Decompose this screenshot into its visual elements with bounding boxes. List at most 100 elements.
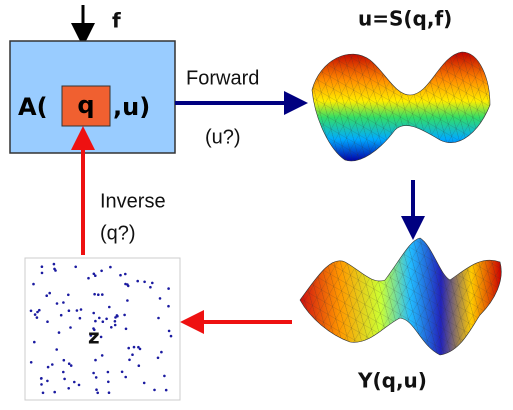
data-point (133, 346, 136, 349)
data-point (53, 268, 56, 271)
data-point (67, 387, 70, 390)
data-point (80, 308, 83, 311)
data-point (40, 377, 43, 380)
data-point (149, 286, 152, 289)
data-point (114, 320, 117, 323)
data-point (73, 381, 76, 384)
data-point (124, 376, 127, 379)
data-point (124, 283, 127, 286)
data-point (30, 310, 33, 313)
data-point (96, 392, 99, 395)
data-point (46, 380, 49, 383)
data-point (119, 274, 122, 277)
state-label: u=S(q,f) (358, 7, 452, 31)
data-point (70, 364, 73, 367)
data-point (110, 326, 113, 329)
data-point (46, 320, 49, 323)
data-point (53, 263, 56, 266)
data-point (126, 299, 129, 302)
data-point (163, 375, 166, 378)
data-point (109, 266, 112, 269)
data-point (167, 287, 170, 290)
data-point (121, 371, 124, 374)
state-surface (312, 52, 490, 161)
data-point (33, 341, 36, 344)
data-point (62, 371, 65, 374)
data-point (108, 391, 111, 394)
data-point (160, 351, 163, 354)
inverse-sub: (q?) (100, 222, 136, 244)
data-point (92, 312, 95, 315)
data-point (58, 331, 61, 334)
data-point (69, 326, 72, 329)
data-box (25, 258, 180, 400)
diagram: f A( q ,u) Forward (u?) u=S(q,f) Y(q,u) … (0, 0, 513, 410)
data-point (168, 330, 171, 333)
data-point (56, 302, 59, 305)
data-point (101, 293, 104, 296)
data-point (100, 336, 103, 339)
data-point (116, 314, 119, 317)
data-point (40, 383, 43, 386)
data-point (165, 389, 168, 392)
data-point (159, 297, 162, 300)
page: f A( q ,u) Forward (u?) u=S(q,f) Y(q,u) … (0, 0, 513, 410)
data-point (123, 314, 126, 317)
data-point (136, 280, 139, 283)
data-point (41, 265, 44, 268)
data-point (98, 317, 101, 320)
data-point (47, 366, 50, 369)
data-point (153, 389, 156, 392)
data-point (127, 285, 130, 288)
data-point (95, 388, 98, 391)
data-point (93, 273, 96, 276)
model-suffix: ,u) (113, 93, 150, 121)
data-point (143, 382, 146, 385)
data-point (151, 282, 154, 285)
data-point (62, 301, 65, 304)
model-param: q (77, 91, 94, 119)
data-point (107, 381, 110, 384)
data-point (95, 376, 98, 379)
data-point (45, 294, 48, 297)
data-point (34, 313, 37, 316)
data-point (137, 346, 140, 349)
data-point (138, 364, 141, 367)
data-point (94, 359, 97, 362)
data-point (30, 361, 33, 364)
forward-sub: (u?) (205, 126, 241, 148)
data-point (105, 318, 108, 321)
data-point (131, 353, 134, 356)
data-point (55, 348, 58, 351)
data-point (67, 294, 70, 297)
data-point (157, 317, 160, 320)
data-point (93, 293, 96, 296)
data-point (79, 317, 82, 320)
data-point (51, 363, 54, 366)
forward-label: Forward (186, 67, 259, 89)
input-label: f (112, 9, 121, 33)
data-point (125, 328, 128, 331)
data-point (87, 277, 90, 280)
data-point (76, 309, 79, 312)
model-prefix: A( (18, 93, 48, 121)
data-point (48, 292, 51, 295)
inverse-label: Inverse (100, 190, 166, 212)
data-point (100, 270, 103, 273)
data-point (36, 311, 39, 314)
data-point (157, 357, 160, 360)
data-point (102, 320, 105, 323)
data-point (74, 266, 77, 269)
data-point (60, 314, 63, 317)
data-point (167, 305, 170, 308)
observation-label: Y(q,u) (357, 369, 427, 393)
data-point (32, 283, 35, 286)
data-point (92, 372, 95, 375)
data-point (68, 362, 71, 365)
data-point (101, 354, 104, 357)
data-point (143, 281, 146, 284)
data-point (63, 378, 66, 381)
data-point (107, 371, 110, 374)
data-point (94, 320, 97, 323)
data-point (114, 324, 117, 327)
